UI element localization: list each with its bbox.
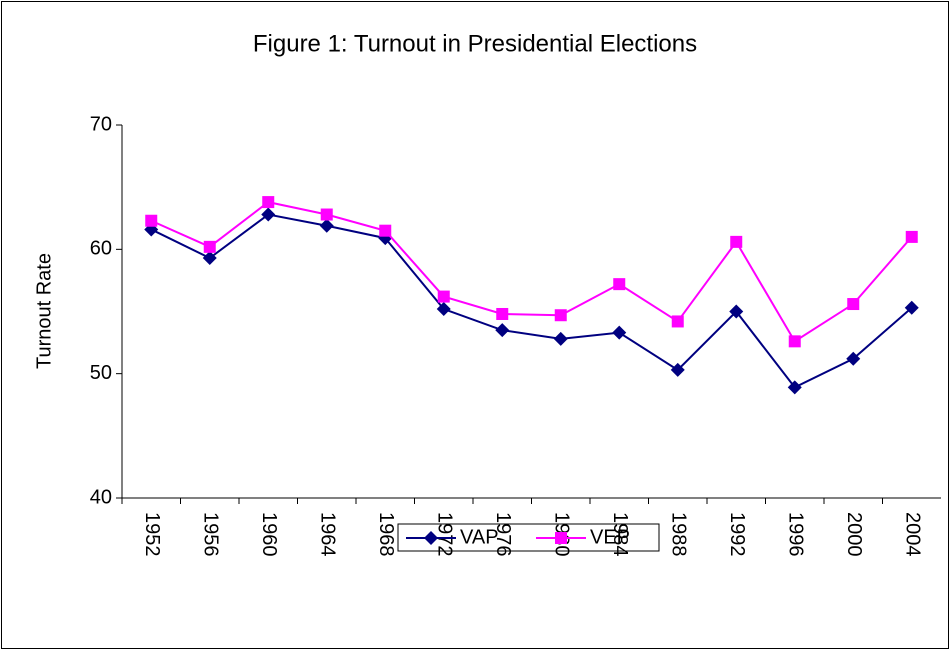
x-tick-label: 1976 bbox=[492, 512, 514, 557]
legend-label: VAP bbox=[460, 526, 499, 548]
marker bbox=[905, 230, 918, 243]
x-tick-label: 2004 bbox=[901, 512, 923, 557]
marker bbox=[145, 214, 158, 227]
marker bbox=[437, 290, 450, 303]
marker bbox=[203, 240, 216, 253]
marker bbox=[613, 278, 626, 291]
x-tick-label: 1960 bbox=[258, 512, 280, 557]
legend-label: VEP bbox=[590, 526, 630, 548]
marker bbox=[553, 331, 568, 346]
marker bbox=[787, 380, 802, 395]
x-tick-label: 1952 bbox=[141, 512, 163, 557]
y-tick-label: 60 bbox=[90, 238, 112, 260]
x-tick-label: 1988 bbox=[667, 512, 689, 557]
marker bbox=[904, 300, 919, 315]
x-tick-label: 1972 bbox=[433, 512, 455, 557]
line bbox=[150, 201, 913, 343]
marker bbox=[846, 351, 861, 366]
x-tick-label: 1992 bbox=[726, 512, 748, 557]
chart-title: Figure 1: Turnout in Presidential Electi… bbox=[253, 30, 697, 57]
y-tick-label: 40 bbox=[90, 486, 112, 508]
marker bbox=[261, 207, 276, 222]
x-tick-label: 1956 bbox=[199, 512, 221, 557]
y-tick-label: 70 bbox=[90, 113, 112, 135]
marker bbox=[436, 302, 451, 317]
legend-marker bbox=[424, 531, 438, 545]
marker bbox=[729, 304, 744, 319]
marker bbox=[671, 315, 684, 328]
marker bbox=[262, 196, 275, 209]
marker bbox=[670, 362, 685, 377]
y-tick-label: 50 bbox=[90, 362, 112, 384]
marker bbox=[788, 335, 801, 348]
marker bbox=[495, 323, 510, 338]
marker bbox=[554, 309, 567, 322]
marker bbox=[320, 208, 333, 221]
legend-marker bbox=[555, 532, 567, 544]
x-tick-label: 1964 bbox=[316, 512, 338, 557]
y-axis-label: Turnout Rate bbox=[33, 253, 55, 369]
marker bbox=[847, 298, 860, 311]
marker bbox=[319, 218, 334, 233]
x-tick-label: 1968 bbox=[375, 512, 397, 557]
x-tick-label: 1996 bbox=[784, 512, 806, 557]
line bbox=[150, 213, 913, 389]
marker bbox=[730, 235, 743, 248]
marker bbox=[379, 224, 392, 237]
marker bbox=[496, 307, 509, 320]
x-tick-label: 2000 bbox=[843, 512, 865, 557]
x-tick-label: 1984 bbox=[609, 512, 631, 557]
marker bbox=[612, 325, 627, 340]
marker bbox=[202, 251, 217, 266]
